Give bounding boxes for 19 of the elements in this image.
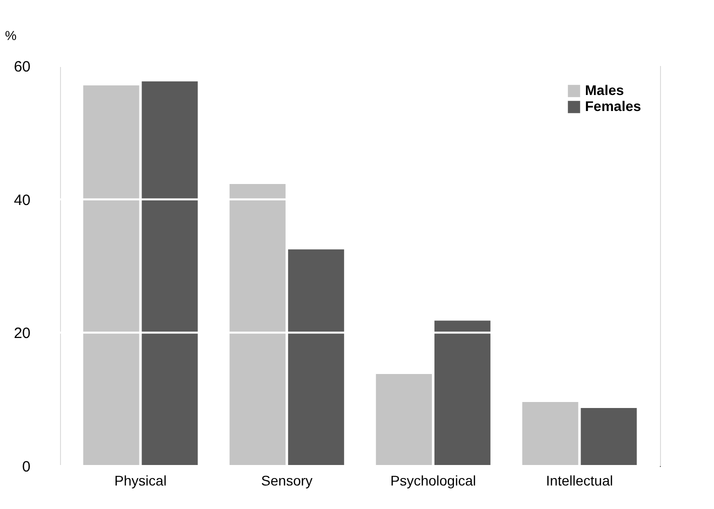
y-axis-title: % (5, 28, 17, 43)
bar (288, 249, 344, 466)
bar (376, 374, 432, 466)
y-tick-label: 40 (14, 192, 30, 209)
legend-label: Females (585, 98, 642, 114)
y-tick-label: 0 (22, 458, 30, 476)
x-tick-label: Intellectual (546, 472, 613, 488)
bar (142, 81, 198, 466)
y-tick-label: 60 (14, 58, 30, 76)
x-tick-label: Sensory (261, 472, 313, 488)
y-tick-label: 20 (14, 325, 30, 342)
bar (580, 408, 637, 466)
bar (83, 85, 140, 466)
x-tick-label: Psychological (390, 472, 476, 488)
bar (230, 184, 286, 466)
bar (434, 320, 490, 466)
legend-label: Males (585, 82, 624, 98)
x-tick-label: Physical (114, 472, 167, 488)
bar (522, 402, 578, 466)
